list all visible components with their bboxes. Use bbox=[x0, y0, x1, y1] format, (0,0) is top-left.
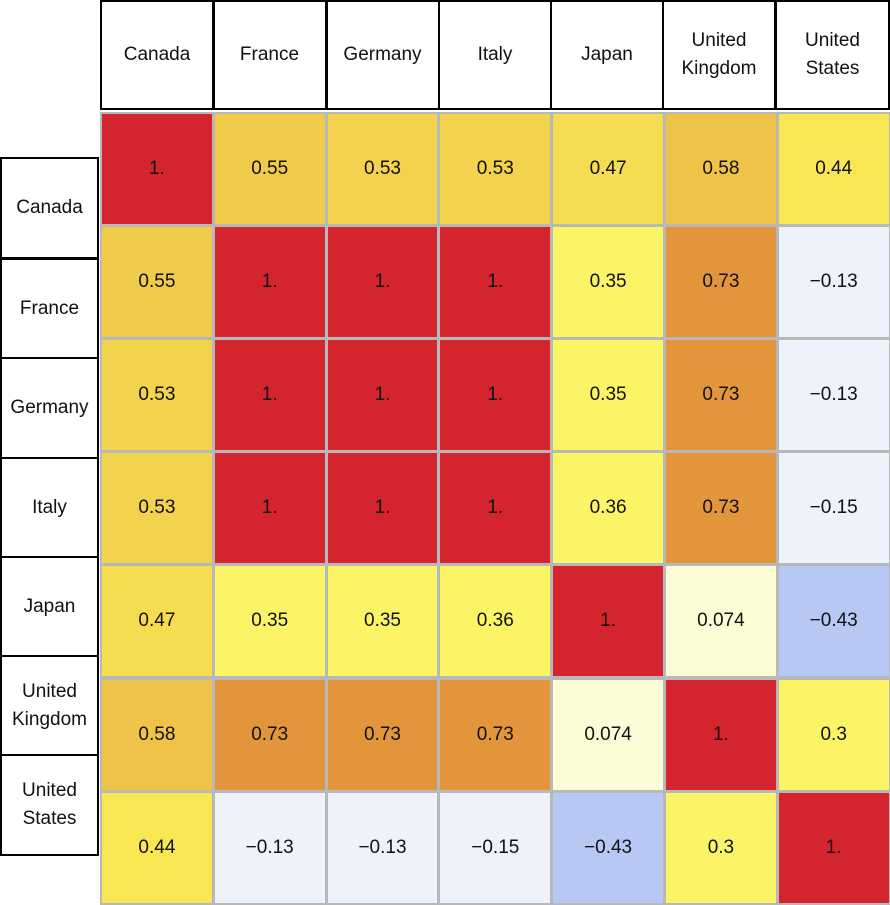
heatmap-cell: −0.43 bbox=[551, 790, 665, 905]
heatmap-cell: 1. bbox=[438, 225, 553, 340]
heatmap-grid: 1. 0.55 0.53 0.53 0.47 0.58 0.44 0.55 1. 1. 1. 0.35… bbox=[100, 112, 890, 905]
heatmap-cell: 0.44 bbox=[776, 112, 890, 227]
heatmap-cell: 0.3 bbox=[776, 677, 890, 792]
heatmap-cell: 1. bbox=[325, 225, 440, 340]
heatmap-cell: 0.36 bbox=[438, 564, 553, 679]
heatmap-cell: −0.13 bbox=[776, 338, 890, 453]
heatmap-cell: 1. bbox=[664, 677, 778, 792]
row-header: United States bbox=[0, 754, 99, 856]
heatmap-cell: −0.13 bbox=[212, 790, 327, 905]
heatmap-cell: 1. bbox=[212, 225, 327, 340]
heatmap-cell: 1. bbox=[776, 790, 890, 905]
column-header: Canada bbox=[100, 0, 214, 110]
heatmap-cell: −0.43 bbox=[776, 564, 890, 679]
row-header: Italy bbox=[0, 457, 99, 559]
heatmap-cell: 0.58 bbox=[100, 677, 214, 792]
heatmap-cell: −0.15 bbox=[438, 790, 553, 905]
column-header: United Kingdom bbox=[662, 0, 776, 110]
heatmap-cell: −0.13 bbox=[325, 790, 440, 905]
row-header: United Kingdom bbox=[0, 655, 99, 757]
heatmap-cell: 0.73 bbox=[438, 677, 553, 792]
heatmap-cell: 0.35 bbox=[325, 564, 440, 679]
heatmap-cell: 0.35 bbox=[551, 225, 665, 340]
heatmap-cell: 0.55 bbox=[212, 112, 327, 227]
heatmap-cell: 1. bbox=[212, 451, 327, 566]
heatmap-cell: 0.73 bbox=[212, 677, 327, 792]
heatmap-cell: 1. bbox=[551, 564, 665, 679]
heatmap-cell: 0.73 bbox=[325, 677, 440, 792]
heatmap-cell: 0.53 bbox=[438, 112, 553, 227]
column-header: France bbox=[212, 0, 327, 110]
heatmap-cell: 0.53 bbox=[100, 451, 214, 566]
column-header: United States bbox=[775, 0, 890, 110]
heatmap-cell: 1. bbox=[438, 451, 553, 566]
heatmap-cell: 1. bbox=[325, 338, 440, 453]
heatmap-cell: 0.074 bbox=[664, 564, 778, 679]
row-header: Japan bbox=[0, 556, 99, 658]
heatmap-cell: 0.36 bbox=[551, 451, 665, 566]
row-header: Germany bbox=[0, 357, 99, 459]
heatmap-cell: 0.55 bbox=[100, 225, 214, 340]
heatmap-cell: 0.73 bbox=[664, 225, 778, 340]
heatmap-cell: 1. bbox=[325, 451, 440, 566]
heatmap-cell: 1. bbox=[438, 338, 553, 453]
heatmap-cell: 1. bbox=[100, 112, 214, 227]
heatmap-cell: 0.35 bbox=[551, 338, 665, 453]
heatmap-cell: 1. bbox=[212, 338, 327, 453]
heatmap-cell: 0.074 bbox=[551, 677, 665, 792]
row-header: France bbox=[0, 258, 99, 360]
row-header: Canada bbox=[0, 157, 99, 259]
heatmap-cell: 0.53 bbox=[325, 112, 440, 227]
heatmap-cell: 0.47 bbox=[551, 112, 665, 227]
column-header: Japan bbox=[550, 0, 664, 110]
heatmap-cell: 0.53 bbox=[100, 338, 214, 453]
heatmap-cell: −0.13 bbox=[776, 225, 890, 340]
heatmap-cell: 0.73 bbox=[664, 451, 778, 566]
heatmap-cell: 0.47 bbox=[100, 564, 214, 679]
heatmap-cell: 0.35 bbox=[212, 564, 327, 679]
heatmap-cell: 0.58 bbox=[664, 112, 778, 227]
heatmap-cell: −0.15 bbox=[776, 451, 890, 566]
heatmap-cell: 0.3 bbox=[664, 790, 778, 905]
heatmap-cell: 0.73 bbox=[664, 338, 778, 453]
column-header: Germany bbox=[325, 0, 440, 110]
column-header: Italy bbox=[438, 0, 552, 110]
heatmap-cell: 0.44 bbox=[100, 790, 214, 905]
